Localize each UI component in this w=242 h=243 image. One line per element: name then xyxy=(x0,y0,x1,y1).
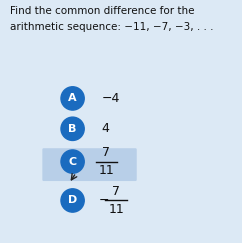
Text: A: A xyxy=(68,93,77,104)
Text: 7: 7 xyxy=(102,146,111,159)
FancyBboxPatch shape xyxy=(42,148,137,181)
Text: 11: 11 xyxy=(108,203,124,216)
Text: −: − xyxy=(99,194,109,207)
Text: −4: −4 xyxy=(102,92,120,105)
Text: B: B xyxy=(68,124,77,134)
Text: 7: 7 xyxy=(112,185,120,198)
Text: 11: 11 xyxy=(98,164,114,177)
Circle shape xyxy=(61,150,84,173)
Text: Find the common difference for the: Find the common difference for the xyxy=(10,6,194,16)
Text: C: C xyxy=(68,156,77,167)
Text: D: D xyxy=(68,195,77,206)
Text: arithmetic sequence: −11, −7, −3, . . .: arithmetic sequence: −11, −7, −3, . . . xyxy=(10,22,213,32)
Circle shape xyxy=(61,117,84,140)
Circle shape xyxy=(61,87,84,110)
Text: 4: 4 xyxy=(102,122,110,135)
Circle shape xyxy=(61,189,84,212)
